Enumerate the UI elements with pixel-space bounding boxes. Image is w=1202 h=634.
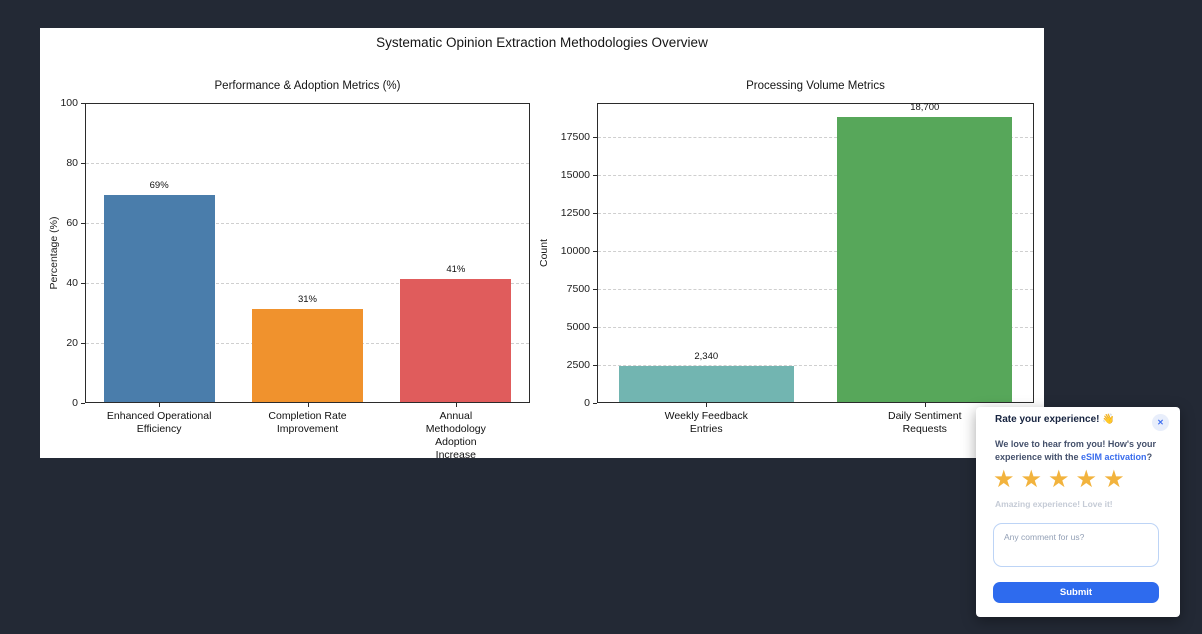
body-text-suffix: ? bbox=[1146, 452, 1153, 462]
y-tick-mark bbox=[593, 136, 597, 138]
gridline bbox=[86, 283, 529, 284]
y-tick-mark bbox=[593, 403, 597, 404]
x-tick-mark bbox=[159, 403, 161, 407]
y-axis-title: Count bbox=[538, 238, 550, 268]
star-icon[interactable]: ★ bbox=[993, 466, 1015, 493]
y-tick-label: 2500 bbox=[566, 358, 590, 371]
y-tick-mark bbox=[593, 326, 597, 328]
y-tick-label: 60 bbox=[66, 217, 78, 229]
y-tick-label: 100 bbox=[60, 97, 78, 109]
x-tick-mark bbox=[307, 403, 309, 407]
chart-title: Performance & Adoption Metrics (%) bbox=[214, 80, 401, 92]
esim-activation-link[interactable]: eSIM activation bbox=[1081, 452, 1147, 462]
chart-performance-adoption: Performance & Adoption Metrics (%) Percen… bbox=[48, 80, 530, 461]
close-button[interactable]: ✕ bbox=[1152, 414, 1169, 431]
gridline bbox=[598, 326, 1033, 328]
y-tick-mark bbox=[81, 283, 85, 284]
chart-title: Processing Volume Metrics bbox=[746, 80, 885, 92]
y-tick-label: 12500 bbox=[560, 206, 590, 219]
widget-body-text: We love to hear from you! How's your exp… bbox=[995, 438, 1163, 464]
gridline bbox=[598, 136, 1033, 138]
star-icon[interactable]: ★ bbox=[1103, 466, 1125, 493]
bar bbox=[251, 309, 364, 402]
y-tick-mark bbox=[593, 212, 597, 214]
y-tick-mark bbox=[81, 403, 85, 404]
y-tick-label: 0 bbox=[72, 397, 78, 409]
bar-value-label: 41% bbox=[446, 264, 466, 275]
bar bbox=[400, 279, 512, 402]
chart-figure: Systematic Opinion Extraction Methodolog… bbox=[40, 28, 1044, 461]
y-tick-mark bbox=[81, 103, 85, 104]
close-icon: ✕ bbox=[1157, 418, 1164, 427]
submit-button[interactable]: Submit bbox=[993, 582, 1159, 603]
star-rating: ★ ★ ★ ★ ★ bbox=[993, 466, 1125, 493]
y-tick-label: 20 bbox=[66, 337, 78, 349]
y-tick-label: 0 bbox=[584, 397, 590, 409]
bar bbox=[103, 195, 215, 402]
bar bbox=[618, 366, 794, 402]
figure-title: Systematic Opinion Extraction Methodolog… bbox=[376, 35, 708, 50]
bar-value-label: 31% bbox=[297, 294, 318, 305]
gridline bbox=[598, 288, 1033, 290]
y-tick-label: 5000 bbox=[566, 320, 590, 333]
y-tick-mark bbox=[81, 343, 85, 344]
gridline bbox=[86, 163, 529, 164]
y-tick-mark bbox=[593, 364, 597, 366]
bar-value-label: 2,340 bbox=[694, 351, 719, 363]
x-category-label: Enhanced Operational Efficiency bbox=[106, 410, 212, 435]
y-tick-mark bbox=[81, 223, 85, 224]
y-tick-label: 15000 bbox=[560, 168, 590, 181]
rating-caption: Amazing experience! Love it! bbox=[995, 499, 1113, 509]
x-category-label: Weekly Feedback Entries bbox=[664, 410, 748, 435]
widget-title: Rate your experience! 👋 bbox=[995, 414, 1115, 425]
chart-processing-volume: Processing Volume Metrics Count 0 2500 5000 7… bbox=[538, 80, 1034, 435]
x-tick-mark bbox=[924, 403, 926, 407]
y-tick-mark bbox=[593, 174, 597, 176]
y-tick-label: 17500 bbox=[560, 130, 590, 143]
y-tick-label: 10000 bbox=[560, 244, 590, 257]
x-tick-mark bbox=[706, 403, 708, 407]
star-icon[interactable]: ★ bbox=[1048, 466, 1070, 493]
y-tick-mark bbox=[593, 250, 597, 252]
body-text-prefix: We love to hear from you! How's your exp… bbox=[995, 439, 1156, 462]
y-axis-title: Percentage (%) bbox=[48, 216, 60, 290]
comment-input[interactable] bbox=[993, 523, 1159, 567]
bar-value-label: 18,700 bbox=[910, 102, 940, 114]
gridline bbox=[598, 212, 1033, 214]
x-category-label: Daily Sentiment Requests bbox=[887, 410, 962, 435]
gridline bbox=[598, 250, 1033, 252]
x-category-label: Completion Rate Improvement bbox=[268, 410, 347, 435]
y-tick-label: 7500 bbox=[566, 282, 590, 295]
y-tick-mark bbox=[81, 163, 85, 164]
feedback-widget: Rate your experience! 👋 ✕ We love to hea… bbox=[976, 407, 1180, 617]
x-category-label: Annual Methodology Adoption Increase bbox=[425, 410, 486, 461]
y-tick-label: 40 bbox=[66, 277, 78, 289]
gridline bbox=[598, 174, 1033, 176]
star-icon[interactable]: ★ bbox=[1020, 466, 1043, 493]
x-tick-mark bbox=[455, 403, 457, 407]
gridline bbox=[86, 223, 529, 224]
y-tick-mark bbox=[593, 288, 597, 290]
bar-value-label: 69% bbox=[149, 180, 169, 191]
gridline bbox=[598, 364, 1033, 366]
star-icon[interactable]: ★ bbox=[1075, 466, 1098, 493]
y-tick-label: 80 bbox=[66, 157, 78, 169]
bar bbox=[837, 117, 1013, 402]
